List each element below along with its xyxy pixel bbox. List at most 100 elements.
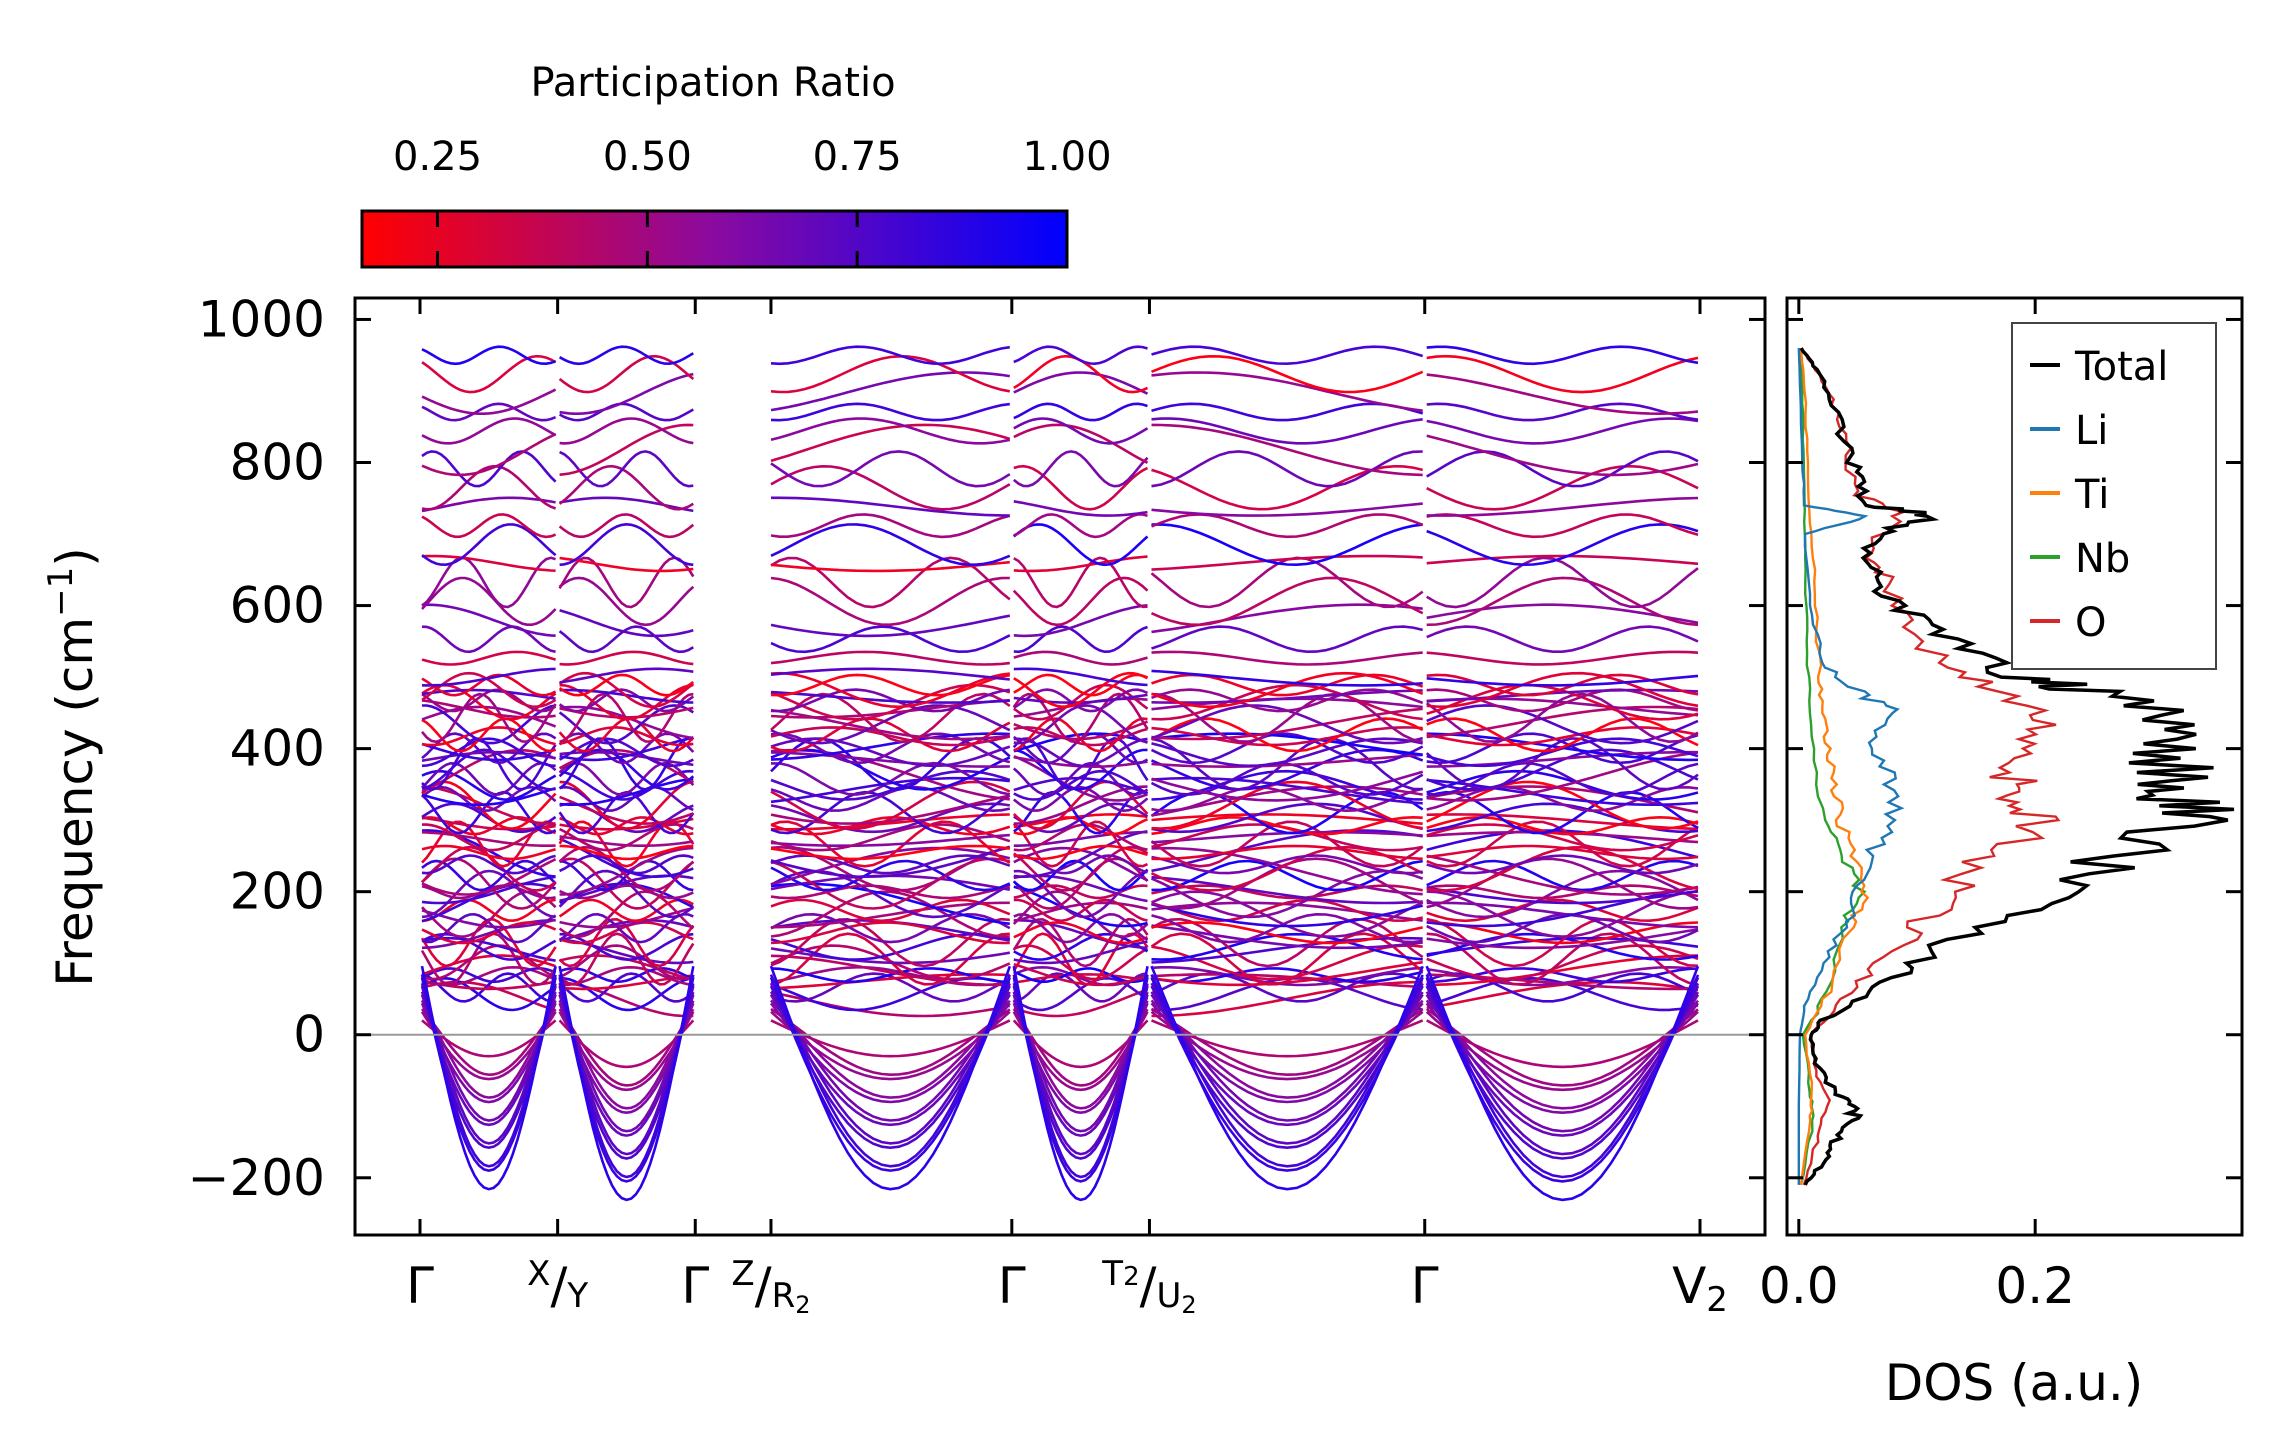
acoustic-band-line [1150, 1007, 1424, 1077]
band-line [1151, 859, 1423, 892]
band-line [1426, 921, 1699, 945]
band-line [558, 464, 694, 511]
band-line [559, 417, 694, 445]
band-line [770, 345, 1010, 366]
band-line [1151, 902, 1424, 928]
band-line [421, 345, 557, 366]
y-tick-label: 800 [230, 434, 325, 492]
band-line [421, 625, 556, 654]
band-line [421, 785, 556, 825]
band-line [770, 576, 1010, 626]
band-line [421, 761, 557, 796]
acoustic-band-line [769, 965, 1012, 1191]
band-line [1151, 450, 1423, 488]
band-line [770, 704, 1011, 745]
colorbar-tick-label: 0.75 [813, 134, 902, 180]
band-line [770, 785, 1011, 813]
dos-axes-frame [1785, 296, 2244, 1237]
band-line [1151, 523, 1423, 567]
dos-series-ti [1799, 348, 1870, 1186]
legend-frame [2011, 322, 2217, 670]
band-line [770, 890, 1010, 938]
band-line [1151, 417, 1423, 445]
band-line [421, 921, 557, 945]
band-line [1013, 755, 1148, 802]
k-point-label: V2 [1672, 1257, 1728, 1320]
band-line [421, 944, 557, 981]
band-line [770, 560, 1010, 573]
band-line [770, 717, 1011, 753]
band-line [770, 967, 1010, 984]
acoustic-band-line [1150, 999, 1424, 1099]
band-line [1013, 898, 1148, 923]
band-line [1150, 748, 1424, 791]
band-line [1150, 845, 1424, 892]
band-line [1013, 726, 1148, 747]
band-line [770, 614, 1011, 638]
acoustic-band-line [1012, 974, 1149, 1179]
band-line [1426, 780, 1699, 830]
band-line [1426, 554, 1699, 566]
band-line [421, 671, 557, 709]
band-line [1426, 345, 1699, 366]
band-line [559, 423, 694, 476]
band-line [1013, 962, 1148, 987]
band-line [421, 513, 557, 539]
k-point-label: T2/U2 [1101, 1254, 1196, 1319]
band-line [1013, 500, 1148, 517]
band-line [421, 898, 556, 923]
acoustic-band-line [1425, 999, 1699, 1110]
band-line [1151, 689, 1423, 704]
band-line [421, 737, 557, 791]
band-line [1426, 625, 1699, 653]
band-line [1013, 688, 1149, 713]
band-line [1426, 671, 1699, 709]
band-line [1426, 674, 1699, 687]
band-line [1013, 769, 1149, 801]
band-line [770, 671, 1010, 709]
dos-xlabel: DOS (a.u.) [1885, 1354, 2144, 1412]
band-line [1426, 928, 1699, 950]
band-line [559, 823, 694, 852]
legend-label: Ti [2074, 472, 2109, 518]
band-line [1426, 576, 1699, 627]
band-line [770, 898, 1011, 923]
band-line [559, 906, 694, 929]
band-line [770, 972, 1011, 1003]
band-line [770, 748, 1011, 791]
band-line [1013, 944, 1149, 981]
band-line [1151, 354, 1424, 394]
band-line [1426, 820, 1699, 868]
band-line [1425, 692, 1699, 744]
band-line [770, 780, 1011, 830]
k-point-label: Γ [998, 1257, 1026, 1315]
band-line [421, 554, 556, 572]
dos-lines [1797, 347, 2235, 1186]
band-line [1426, 980, 1699, 1010]
band-line [770, 371, 1010, 412]
k-point-label: Γ [681, 1257, 709, 1315]
band-line [1426, 886, 1699, 905]
band-line [1426, 402, 1699, 422]
acoustic-band-line [1012, 965, 1149, 1202]
band-line [1150, 869, 1424, 919]
acoustic-band-line [1012, 999, 1149, 1110]
k-point-label: Γ [406, 1257, 434, 1315]
band-line [1151, 345, 1424, 366]
acoustic-band-line [558, 991, 695, 1133]
band-line [1013, 417, 1149, 445]
y-tick-label: 600 [230, 577, 325, 635]
band-line [770, 859, 1011, 892]
band-line [421, 909, 556, 929]
band-line [1426, 688, 1699, 713]
acoustic-band-line [1150, 982, 1424, 1145]
legend-label: Li [2075, 408, 2108, 454]
acoustic-band-line [1150, 965, 1424, 1191]
band-line [1151, 898, 1423, 923]
band-line [421, 496, 556, 513]
colorbar-gradient [360, 209, 1069, 269]
band-line [1426, 726, 1699, 747]
band-line [1013, 813, 1148, 829]
band-line [559, 372, 694, 415]
band-line [559, 522, 694, 567]
